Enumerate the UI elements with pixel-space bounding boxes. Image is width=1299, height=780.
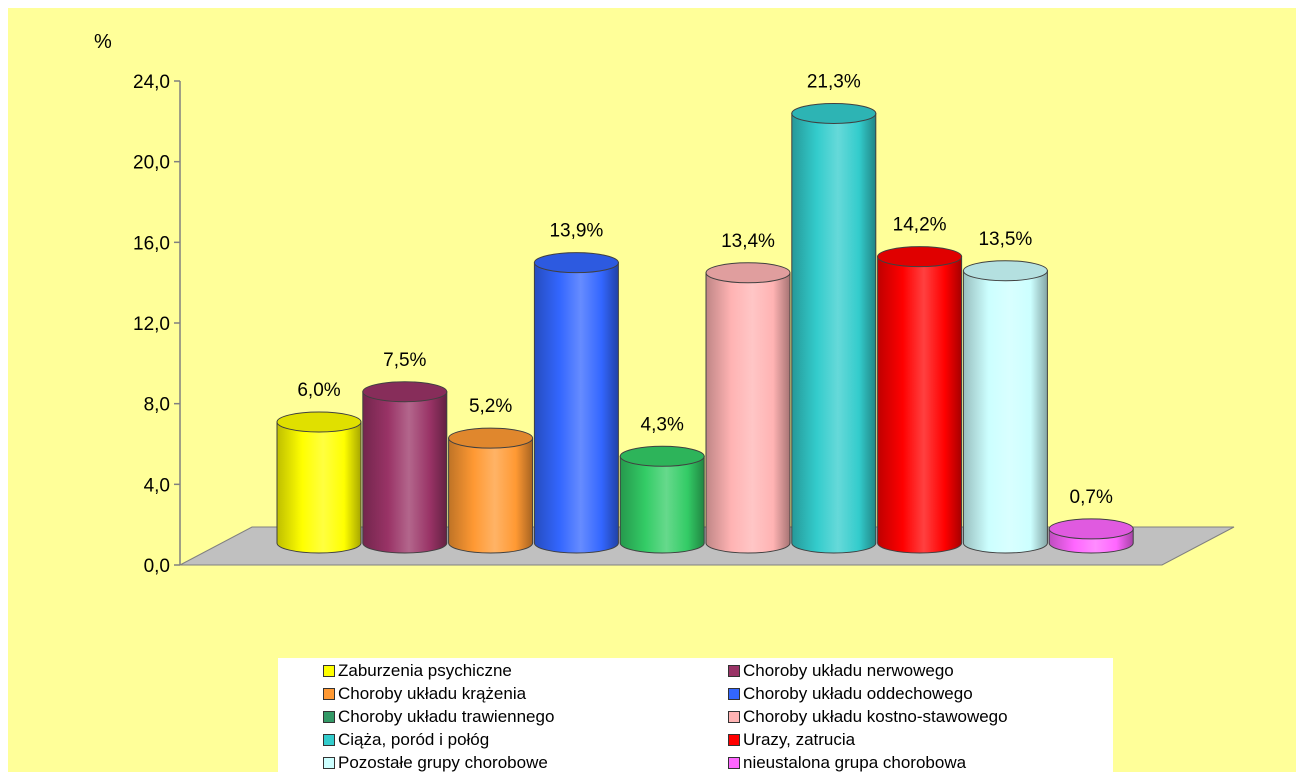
bar xyxy=(619,445,705,554)
data-label: 14,2% xyxy=(893,215,947,236)
chart-area: 0,0 4,0 8,0 12,0 16,0 20,0 24,0 % 6,0% 7,5% 5,2%… xyxy=(8,8,1296,780)
legend-item: nieustalona grupa chorobowa xyxy=(728,752,966,774)
legend-label: Choroby układu trawiennego xyxy=(338,707,555,726)
data-label: 0,7% xyxy=(1070,487,1113,508)
y-tick-label: 20,0 xyxy=(133,153,170,174)
bar xyxy=(705,262,791,554)
legend-item: Choroby układu nerwowego xyxy=(728,660,954,682)
data-label: 13,5% xyxy=(978,229,1032,250)
bar-body xyxy=(448,437,534,554)
bar-top xyxy=(619,445,705,467)
bar-body xyxy=(791,112,877,554)
bar-top xyxy=(362,381,448,403)
bar-chart: 0,0 4,0 8,0 12,0 16,0 20,0 24,0 % 6,0% 7,5% 5,2%… xyxy=(94,31,1235,577)
legend-swatch xyxy=(323,757,335,769)
data-label: 13,4% xyxy=(721,231,775,252)
legend-item: Ciąża, poród i połóg xyxy=(323,729,489,751)
legend: Zaburzenia psychiczne Choroby układu nerw… xyxy=(278,658,1113,780)
bar-top xyxy=(1048,518,1134,540)
legend-swatch xyxy=(728,688,740,700)
bar-top xyxy=(448,427,534,449)
y-tick-label: 0,0 xyxy=(144,556,170,577)
y-tick-label: 12,0 xyxy=(133,314,170,335)
bar-top xyxy=(533,252,619,274)
bar-top xyxy=(705,262,791,284)
legend-label: Choroby układu nerwowego xyxy=(743,661,954,680)
data-label: 21,3% xyxy=(807,71,861,92)
legend-item: Pozostałe grupy chorobowe xyxy=(323,752,548,774)
legend-label: Choroby układu krążenia xyxy=(338,684,527,703)
bar-top xyxy=(877,246,963,268)
bar-body xyxy=(533,262,619,554)
legend-swatch xyxy=(728,757,740,769)
legend-label: Pozostałe grupy chorobowe xyxy=(338,753,548,772)
bar xyxy=(877,246,963,554)
y-tick-label: 4,0 xyxy=(144,475,170,496)
legend-swatch xyxy=(323,688,335,700)
bar xyxy=(533,252,619,554)
legend-swatch xyxy=(728,734,740,746)
legend-item: Choroby układu oddechowego xyxy=(728,683,973,705)
bar-body xyxy=(276,421,362,554)
legend-swatch xyxy=(728,711,740,723)
legend-item: Choroby układu krążenia xyxy=(323,683,526,705)
bar xyxy=(962,260,1048,554)
bar-body xyxy=(877,256,963,554)
legend-swatch xyxy=(728,665,740,677)
y-tick-label: 8,0 xyxy=(144,395,170,416)
bar xyxy=(276,411,362,554)
legend-label: Urazy, zatrucia xyxy=(743,730,856,749)
bar xyxy=(791,102,877,554)
y-tick-label: 16,0 xyxy=(133,233,170,254)
legend-label: Ciąża, poród i połóg xyxy=(338,730,490,749)
legend-label: nieustalona grupa chorobowa xyxy=(743,753,967,772)
data-label: 13,9% xyxy=(549,221,603,242)
y-axis-label: % xyxy=(94,31,112,53)
bar-body xyxy=(362,391,448,554)
bar-top xyxy=(791,102,877,124)
bar xyxy=(448,427,534,554)
legend-swatch xyxy=(323,665,335,677)
legend-swatch xyxy=(323,734,335,746)
legend-label: Choroby układu oddechowego xyxy=(743,684,973,703)
legend-item: Urazy, zatrucia xyxy=(728,729,855,751)
bar-body xyxy=(619,455,705,554)
bar xyxy=(1048,518,1134,554)
bar-top xyxy=(276,411,362,433)
bar xyxy=(362,381,448,554)
data-label: 4,3% xyxy=(641,414,684,435)
data-label: 5,2% xyxy=(469,396,512,417)
legend-item: Choroby układu trawiennego xyxy=(323,706,554,728)
legend-label: Choroby układu kostno-stawowego xyxy=(743,707,1008,726)
legend-item: Zaburzenia psychiczne xyxy=(323,660,512,682)
bar-top xyxy=(962,260,1048,282)
legend-item: Choroby układu kostno-stawowego xyxy=(728,706,1008,728)
y-tick-label: 24,0 xyxy=(133,72,170,93)
data-label: 7,5% xyxy=(383,350,426,371)
legend-swatch xyxy=(323,711,335,723)
bar-body xyxy=(705,272,791,554)
legend-label: Zaburzenia psychiczne xyxy=(338,661,512,680)
data-label: 6,0% xyxy=(297,380,340,401)
bar-body xyxy=(962,270,1048,554)
